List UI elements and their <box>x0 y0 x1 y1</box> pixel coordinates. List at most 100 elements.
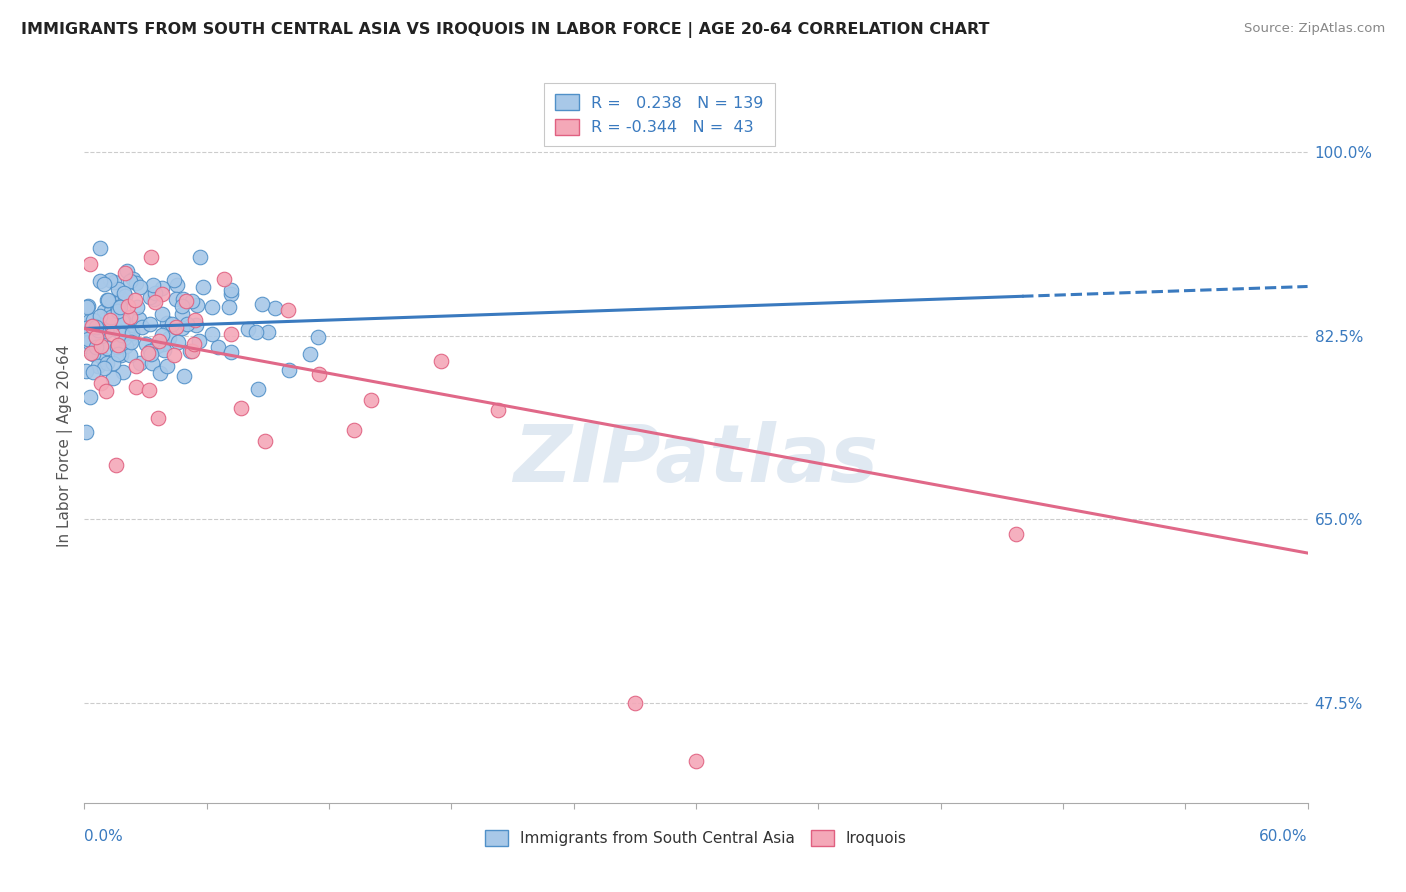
Point <box>360 393 382 408</box>
Point <box>107 301 129 315</box>
Point <box>219 344 242 359</box>
Point <box>170 320 193 334</box>
Point <box>117 299 139 313</box>
Point <box>118 348 141 362</box>
Point <box>181 343 204 358</box>
Text: 0.0%: 0.0% <box>84 829 124 844</box>
Point <box>111 314 134 328</box>
Point <box>84 320 107 334</box>
Point <box>79 390 101 404</box>
Point <box>90 376 112 390</box>
Point <box>138 383 160 397</box>
Point <box>83 335 105 350</box>
Point <box>142 292 165 306</box>
Point <box>96 356 118 370</box>
Point <box>183 337 205 351</box>
Legend: Immigrants from South Central Asia, Iroquois: Immigrants from South Central Asia, Iroq… <box>479 824 912 852</box>
Point <box>110 348 132 362</box>
Point <box>150 281 173 295</box>
Point <box>77 315 100 329</box>
Point <box>94 312 117 326</box>
Point <box>165 320 187 334</box>
Point <box>150 307 173 321</box>
Point <box>107 304 129 318</box>
Point <box>141 356 163 370</box>
Point <box>120 310 142 324</box>
Point <box>212 272 235 286</box>
Point <box>122 272 145 286</box>
Point <box>307 330 329 344</box>
Point <box>143 285 166 300</box>
Point <box>75 364 97 378</box>
Point <box>172 292 194 306</box>
Point <box>277 303 299 318</box>
Point <box>256 325 278 339</box>
Point <box>107 338 129 352</box>
Point <box>77 334 100 349</box>
Point <box>685 754 707 768</box>
Point <box>103 276 125 290</box>
Point <box>308 368 330 382</box>
Point <box>245 325 267 339</box>
Point <box>135 336 157 351</box>
Point <box>139 250 162 264</box>
Point <box>100 303 122 318</box>
Point <box>150 328 173 343</box>
Point <box>166 335 188 350</box>
Point <box>146 411 169 425</box>
Point <box>82 365 104 379</box>
Point <box>96 293 118 308</box>
Point <box>118 332 141 346</box>
Point <box>152 336 174 351</box>
Point <box>236 321 259 335</box>
Point <box>160 317 183 331</box>
Point <box>148 334 170 348</box>
Point <box>157 331 180 345</box>
Point <box>176 317 198 331</box>
Point <box>82 313 104 327</box>
Point <box>97 293 120 307</box>
Point <box>163 273 186 287</box>
Point <box>170 299 193 313</box>
Point <box>139 343 162 358</box>
Point <box>105 323 128 337</box>
Point <box>94 384 117 398</box>
Point <box>278 363 301 377</box>
Y-axis label: In Labor Force | Age 20-64: In Labor Force | Age 20-64 <box>58 345 73 547</box>
Point <box>89 241 111 255</box>
Point <box>150 287 173 301</box>
Point <box>139 290 162 304</box>
Point <box>76 300 98 314</box>
Point <box>125 359 148 373</box>
Text: IMMIGRANTS FROM SOUTH CENTRAL ASIA VS IROQUOIS IN LABOR FORCE | AGE 20-64 CORREL: IMMIGRANTS FROM SOUTH CENTRAL ASIA VS IR… <box>21 22 990 38</box>
Point <box>110 316 132 330</box>
Point <box>299 347 322 361</box>
Point <box>107 282 129 296</box>
Point <box>98 273 121 287</box>
Point <box>141 347 163 361</box>
Point <box>207 339 229 353</box>
Point <box>84 330 107 344</box>
Point <box>170 307 193 321</box>
Point <box>118 274 141 288</box>
Point <box>146 338 169 352</box>
Point <box>174 293 197 308</box>
Point <box>112 313 135 327</box>
Point <box>101 296 124 310</box>
Point <box>138 346 160 360</box>
Point <box>121 325 143 339</box>
Point <box>187 334 209 348</box>
Point <box>96 324 118 338</box>
Point <box>93 304 115 318</box>
Point <box>112 286 135 301</box>
Point <box>82 318 104 333</box>
Point <box>93 361 115 376</box>
Point <box>76 332 98 346</box>
Point <box>111 326 134 340</box>
Point <box>219 327 242 342</box>
Point <box>129 356 152 370</box>
Point <box>263 301 285 316</box>
Point <box>193 280 215 294</box>
Point <box>201 300 224 314</box>
Point <box>108 300 131 314</box>
